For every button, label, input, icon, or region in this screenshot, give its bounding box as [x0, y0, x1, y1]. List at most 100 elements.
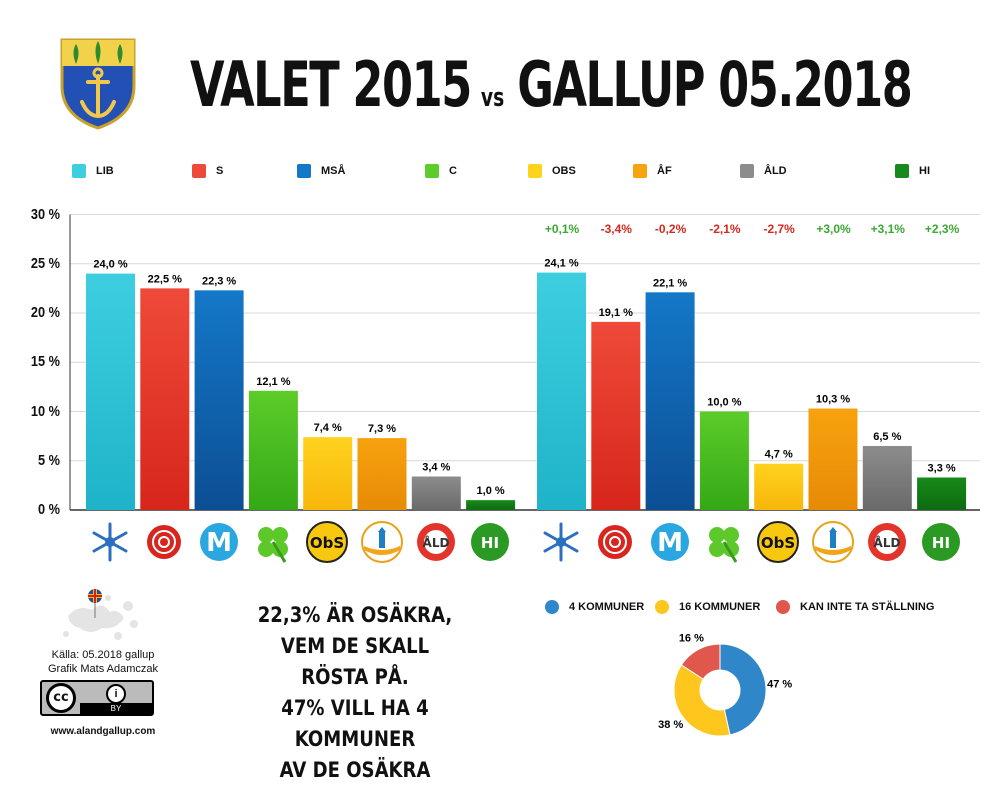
page-title: VALET 2015 vs GALLUP 05.2018 — [190, 48, 913, 121]
legend-label: HI — [919, 165, 930, 177]
y-tick-label: 5 % — [38, 451, 60, 469]
uncertain-voters-text: 22,3% ÄR OSÄKRA, VEM DE SKALL RÖSTA PÅ. … — [248, 600, 463, 786]
bar-value-label: 7,3 % — [368, 423, 396, 435]
bar-value-label: 24,1 % — [544, 258, 578, 270]
change-label: +3,1% — [870, 222, 905, 236]
bar-hi — [466, 500, 516, 510]
legend-swatch — [633, 164, 647, 178]
legend-item: LIB — [72, 164, 114, 178]
snowflake-icon — [88, 520, 132, 564]
by-person-icon: i — [106, 684, 126, 704]
legend-swatch — [72, 164, 86, 178]
snowflake-icon — [539, 520, 583, 564]
title-part1: VALET 2015 — [190, 48, 472, 121]
y-tick-label: 10 % — [30, 402, 60, 420]
svg-text:ObS: ObS — [310, 534, 344, 552]
legend-item: HI — [895, 164, 930, 178]
donut-slice — [680, 643, 721, 680]
hi-logo-icon: HI — [919, 520, 963, 564]
m-logo-icon: M — [648, 520, 692, 564]
change-label: +0,1% — [544, 222, 580, 236]
source-credit: Källa: 05.2018 gallup Grafik Mats Adamcz… — [28, 648, 178, 676]
legend-item: C — [425, 164, 457, 178]
bar-åld — [411, 476, 461, 510]
bar-value-label: 3,4 % — [422, 462, 450, 474]
bar-åf — [808, 408, 858, 510]
bar-chart: 24,0 % 22,5 % 22,3 % 12,1 % 7,4 % 7,3 % 3,4 % 1… — [69, 214, 980, 511]
bar-value-label: 6,5 % — [873, 431, 901, 443]
svg-text:ObS: ObS — [761, 534, 795, 552]
legend-swatch — [895, 164, 909, 178]
obs-logo-icon: ObS — [305, 520, 349, 564]
lighthouse-icon — [360, 520, 404, 564]
bar-value-label: 22,3 % — [202, 275, 236, 287]
m-logo-icon: M — [197, 520, 241, 564]
legend-item: ÅF — [633, 164, 672, 178]
legend-label: OBS — [552, 165, 576, 177]
change-label: -0,2% — [654, 222, 687, 236]
bar-value-label: 3,3 % — [928, 462, 956, 474]
aland-map-icon — [58, 586, 148, 646]
pie-legend-label: 4 KOMMUNER — [569, 601, 645, 613]
legend-label: C — [449, 165, 457, 177]
pie-legend-item: 4 KOMMUNER — [545, 600, 644, 614]
legend-item: ÅLD — [740, 164, 787, 178]
bar-c — [699, 411, 749, 510]
bar-obs — [303, 437, 353, 510]
bar-value-label: 22,5 % — [148, 273, 182, 285]
bar-obs — [754, 463, 804, 510]
legend-swatch — [528, 164, 542, 178]
source-text: Källa: 05.2018 gallup — [51, 649, 155, 661]
pie-legend-dot — [655, 600, 669, 614]
donut-value-label: 38 % — [658, 719, 683, 731]
change-label: +3,0% — [816, 222, 851, 236]
legend-label: LIB — [96, 165, 114, 177]
legend-label: ÅF — [657, 165, 672, 177]
legend-swatch — [740, 164, 754, 178]
graphic-credit-text: Grafik Mats Adamczak — [47, 663, 159, 675]
bar-åf — [357, 438, 407, 510]
legend-label: ÅLD — [764, 165, 787, 177]
pie-legend-label: KAN INTE TA STÄLLNING — [800, 601, 935, 613]
legend-item: MSÅ — [297, 164, 345, 178]
y-tick-label: 25 % — [30, 254, 60, 272]
hi-logo-icon: HI — [468, 520, 512, 564]
cc-icon: cc — [46, 683, 76, 713]
bar-value-label: 7,4 % — [314, 422, 342, 434]
bar-lib — [537, 272, 586, 510]
donut-value-label: 16 % — [679, 632, 704, 644]
pie-legend-label: 16 KOMMUNER — [679, 601, 761, 613]
change-label: -2,7% — [763, 222, 795, 236]
title-vs: vs — [480, 83, 505, 113]
legend-swatch — [297, 164, 311, 178]
text-line: VEM DE SKALL RÖSTA PÅ. — [280, 634, 430, 689]
bar-mså — [645, 292, 695, 510]
svg-text:ÅLD: ÅLD — [873, 535, 900, 550]
bar-s — [140, 288, 190, 510]
change-label: -3,4% — [600, 222, 632, 236]
bar-value-label: 19,1 % — [599, 307, 633, 319]
donut-chart: 47 % 38 % 16 % — [658, 632, 792, 737]
bar-value-label: 22,1 % — [653, 277, 687, 289]
bar-value-label: 4,7 % — [765, 449, 793, 461]
bar-value-label: 10,3 % — [816, 394, 850, 406]
lighthouse-icon — [811, 520, 855, 564]
cc-by-license-badge: cc i BY — [40, 680, 154, 720]
pie-legend-item: 16 KOMMUNER — [655, 600, 760, 614]
legend-label: S — [216, 165, 224, 177]
obs-logo-icon: ObS — [756, 520, 800, 564]
svg-text:M: M — [206, 528, 232, 558]
y-tick-label: 20 % — [30, 304, 60, 321]
clover-icon — [702, 520, 746, 564]
ald-lifebuoy-icon: ÅLD — [414, 520, 458, 564]
pie-legend-item: KAN INTE TA STÄLLNING — [776, 600, 934, 614]
bar-value-label: 10,0 % — [707, 397, 741, 409]
pie-legend-dot — [545, 600, 559, 614]
rose-icon — [142, 520, 186, 564]
svg-text:HI: HI — [932, 534, 950, 552]
legend-item: OBS — [528, 164, 576, 178]
legend-item: S — [192, 164, 223, 178]
clover-icon — [251, 520, 295, 564]
legend-label: MSÅ — [321, 165, 346, 177]
website-link[interactable]: www.alandgallup.com — [50, 726, 156, 737]
